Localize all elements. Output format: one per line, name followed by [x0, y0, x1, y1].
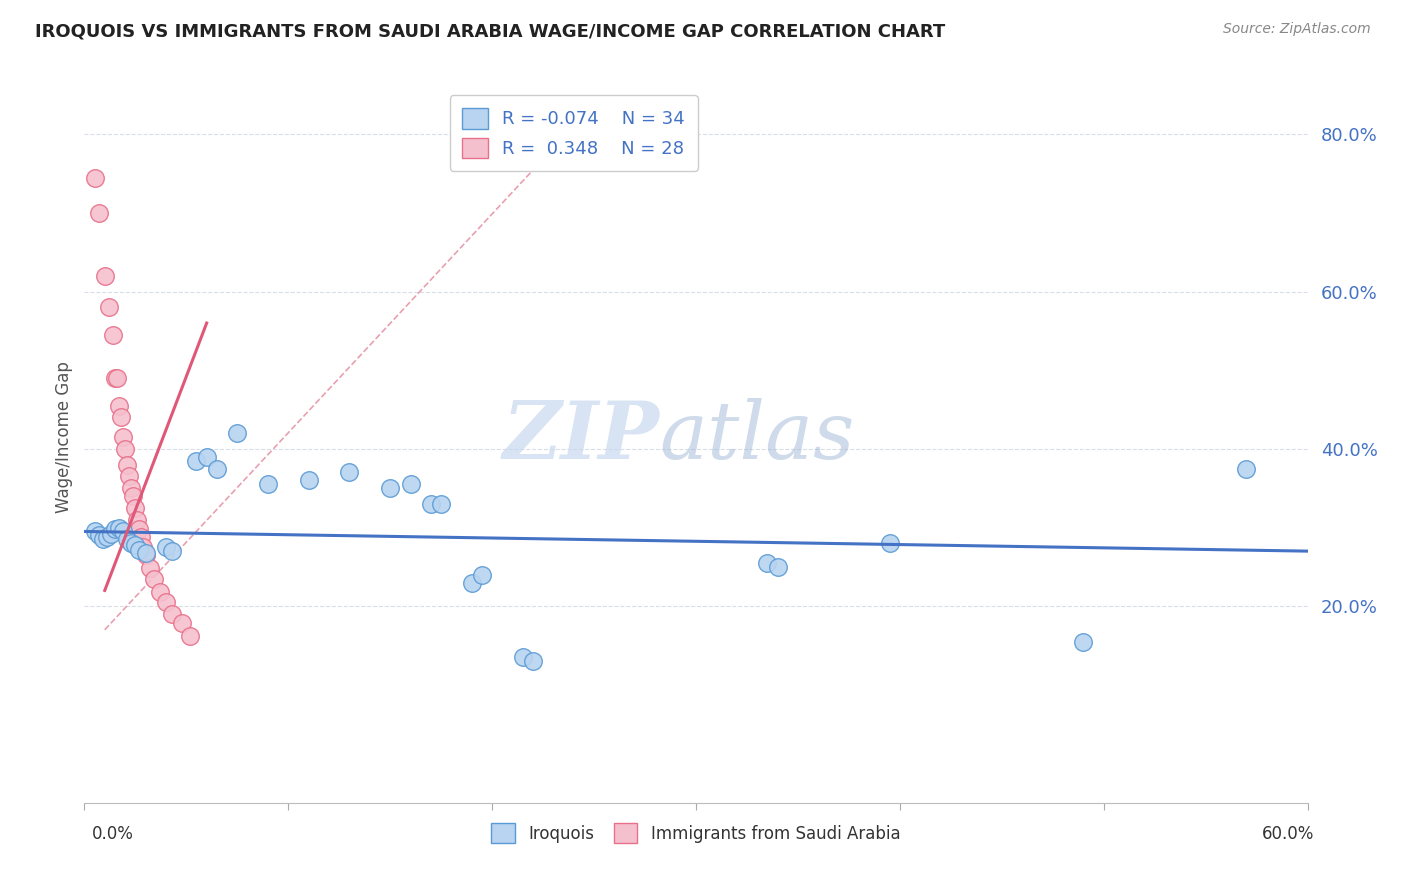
Point: [104, 522, 127, 536]
Point: [186, 453, 208, 467]
Text: IROQUOIS VS IMMIGRANTS FROM SAUDI ARABIA WAGE/INCOME GAP CORRELATION CHART: IROQUOIS VS IMMIGRANTS FROM SAUDI ARABIA…: [35, 22, 945, 40]
Y-axis label: Wage/Income Gap: Wage/Income Gap: [55, 361, 73, 513]
Point: [522, 654, 544, 668]
Point: [399, 477, 422, 491]
Point: [112, 430, 135, 444]
Point: [766, 559, 789, 574]
Point: [108, 520, 131, 534]
Text: 60.0%: 60.0%: [1263, 825, 1315, 843]
Point: [114, 442, 136, 456]
Point: [100, 526, 122, 541]
Point: [205, 461, 228, 475]
Point: [122, 489, 145, 503]
Point: [879, 536, 901, 550]
Point: [135, 546, 157, 560]
Point: [138, 561, 160, 575]
Point: [101, 327, 124, 342]
Point: [96, 530, 118, 544]
Point: [120, 481, 142, 495]
Point: [120, 536, 142, 550]
Point: [128, 542, 150, 557]
Point: [124, 500, 146, 515]
Point: [97, 301, 120, 315]
Point: [105, 371, 128, 385]
Legend: Iroquois, Immigrants from Saudi Arabia: Iroquois, Immigrants from Saudi Arabia: [485, 817, 907, 849]
Point: [142, 572, 165, 586]
Point: [430, 497, 453, 511]
Point: [91, 533, 114, 547]
Point: [128, 522, 150, 536]
Point: [149, 585, 172, 599]
Point: [108, 399, 131, 413]
Point: [461, 575, 484, 590]
Point: [93, 268, 115, 283]
Point: [160, 607, 183, 621]
Point: [1073, 634, 1095, 648]
Point: [380, 481, 402, 495]
Point: [83, 170, 105, 185]
Point: [339, 466, 361, 480]
Point: [155, 540, 177, 554]
Point: [87, 528, 110, 542]
Point: [512, 650, 534, 665]
Point: [118, 469, 141, 483]
Point: [298, 473, 321, 487]
Point: [471, 567, 494, 582]
Point: [115, 458, 138, 472]
Point: [132, 540, 155, 554]
Text: Source: ZipAtlas.com: Source: ZipAtlas.com: [1223, 22, 1371, 37]
Point: [160, 544, 183, 558]
Text: atlas: atlas: [659, 399, 855, 475]
Point: [195, 450, 218, 464]
Point: [131, 530, 153, 544]
Point: [112, 524, 135, 539]
Point: [83, 524, 105, 539]
Point: [135, 548, 157, 562]
Point: [124, 538, 146, 552]
Point: [172, 616, 194, 631]
Text: ZIP: ZIP: [502, 399, 659, 475]
Point: [87, 206, 110, 220]
Point: [155, 595, 177, 609]
Point: [179, 629, 201, 643]
Point: [127, 513, 149, 527]
Point: [115, 533, 138, 547]
Point: [756, 556, 779, 570]
Point: [226, 426, 249, 441]
Point: [257, 477, 280, 491]
Point: [110, 410, 132, 425]
Point: [1236, 461, 1258, 475]
Point: [104, 371, 127, 385]
Point: [420, 497, 443, 511]
Text: 0.0%: 0.0%: [91, 825, 134, 843]
